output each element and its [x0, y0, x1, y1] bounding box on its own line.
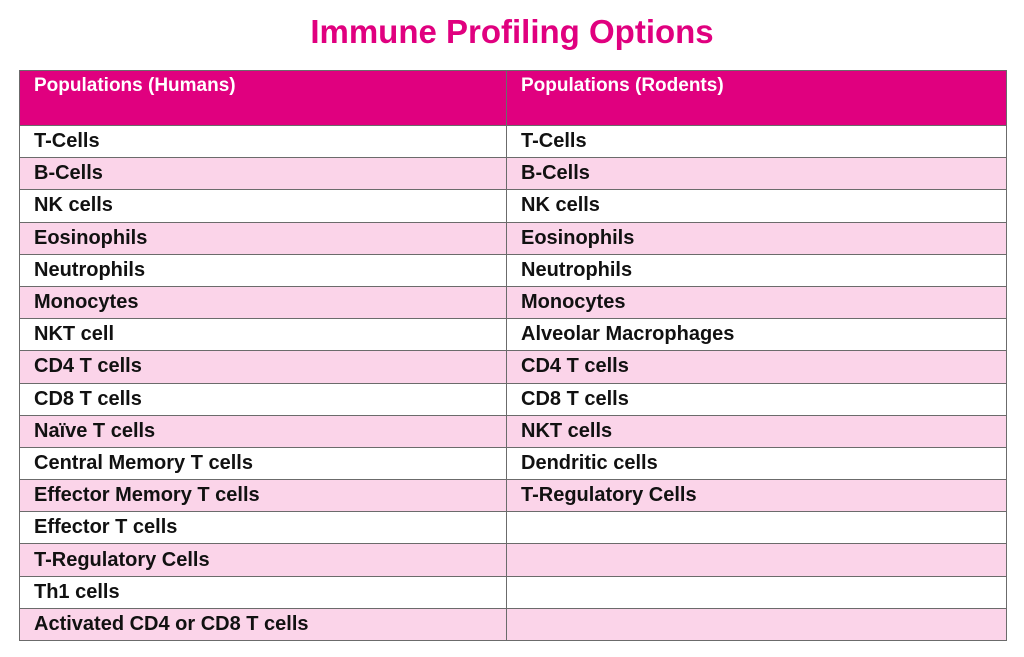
table-row: NK cells NK cells: [19, 189, 1007, 223]
table-row: Activated CD4 or CD8 T cells: [19, 607, 1007, 642]
header-rodents: Populations (Rodents): [506, 70, 1007, 126]
cell-humans: T-Regulatory Cells: [19, 543, 507, 577]
table-row: Eosinophils Eosinophils: [19, 221, 1007, 255]
cell-humans: CD8 T cells: [19, 382, 507, 416]
table-row: CD4 T cells CD4 T cells: [19, 350, 1007, 384]
cell-rodents: [506, 543, 1007, 577]
table-header-row: Populations (Humans) Populations (Rodent…: [19, 70, 1007, 126]
table-row: T-Regulatory Cells: [19, 543, 1007, 577]
table-row: Monocytes Monocytes: [19, 285, 1007, 320]
cell-rodents: Monocytes: [506, 285, 1007, 320]
cell-humans: CD4 T cells: [19, 350, 507, 384]
cell-rodents: [506, 511, 1007, 545]
cell-rodents: Neutrophils: [506, 253, 1007, 287]
cell-rodents: CD4 T cells: [506, 350, 1007, 384]
cell-rodents: Dendritic cells: [506, 446, 1007, 481]
cell-humans: Monocytes: [19, 285, 507, 320]
table-row: Neutrophils Neutrophils: [19, 253, 1007, 287]
cell-rodents: T-Regulatory Cells: [506, 479, 1007, 513]
cell-humans: Naïve T cells: [19, 414, 507, 448]
table-row: Central Memory T cells Dendritic cells: [19, 446, 1007, 481]
table-row: T-Cells T-Cells: [19, 124, 1007, 159]
cell-humans: Activated CD4 or CD8 T cells: [19, 607, 507, 642]
cell-rodents: CD8 T cells: [506, 382, 1007, 416]
populations-table: Populations (Humans) Populations (Rodent…: [19, 70, 1007, 642]
cell-humans: Effector T cells: [19, 511, 507, 545]
cell-humans: NK cells: [19, 189, 507, 223]
cell-humans: NKT cell: [19, 318, 507, 352]
table-row: NKT cell Alveolar Macrophages: [19, 318, 1007, 352]
page-title: Immune Profiling Options: [310, 13, 714, 50]
cell-rodents: [506, 575, 1007, 609]
cell-rodents: T-Cells: [506, 124, 1007, 159]
cell-rodents: B-Cells: [506, 157, 1007, 191]
cell-rodents: Eosinophils: [506, 221, 1007, 255]
table-row: CD8 T cells CD8 T cells: [19, 382, 1007, 416]
cell-humans: Eosinophils: [19, 221, 507, 255]
table-row: Effector T cells: [19, 511, 1007, 545]
cell-rodents: Alveolar Macrophages: [506, 318, 1007, 352]
cell-rodents: [506, 607, 1007, 642]
table-row: Naïve T cells NKT cells: [19, 414, 1007, 448]
cell-rodents: NK cells: [506, 189, 1007, 223]
cell-humans: Neutrophils: [19, 253, 507, 287]
header-humans: Populations (Humans): [19, 70, 507, 126]
cell-humans: T-Cells: [19, 124, 507, 159]
cell-humans: Th1 cells: [19, 575, 507, 609]
cell-humans: Effector Memory T cells: [19, 479, 507, 513]
cell-humans: B-Cells: [19, 157, 507, 191]
cell-rodents: NKT cells: [506, 414, 1007, 448]
table-row: B-Cells B-Cells: [19, 157, 1007, 191]
cell-humans: Central Memory T cells: [19, 446, 507, 481]
table-row: Th1 cells: [19, 575, 1007, 609]
table-row: Effector Memory T cells T-Regulatory Cel…: [19, 479, 1007, 513]
